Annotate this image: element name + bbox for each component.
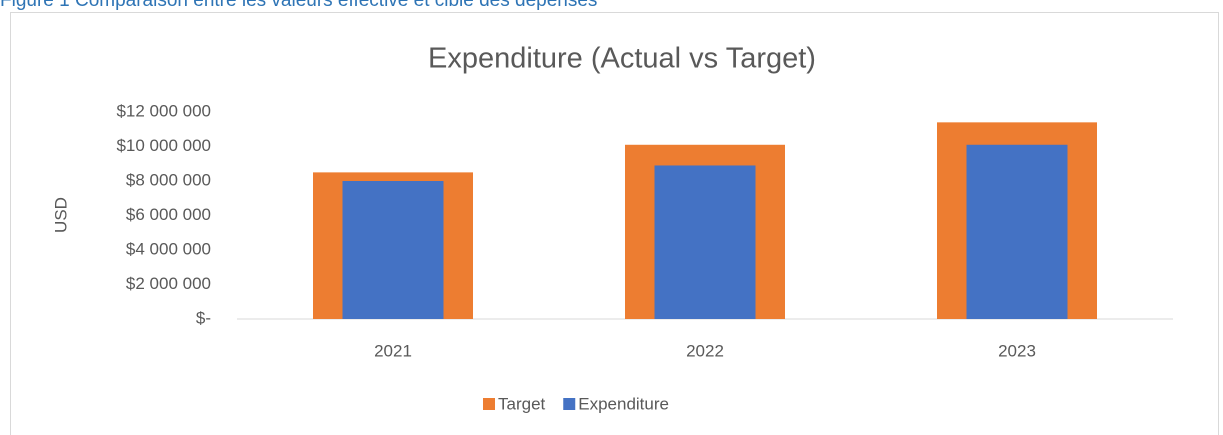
y-tick-label: $10 000 000 bbox=[116, 136, 211, 155]
y-tick-label: $8 000 000 bbox=[126, 170, 211, 189]
y-tick-label: $- bbox=[196, 308, 211, 327]
caption: Figure 1 Comparaison entre les valeurs e… bbox=[0, 0, 597, 11]
legend-label: Expenditure bbox=[578, 394, 669, 413]
bar bbox=[342, 181, 444, 319]
y-axis-label: USD bbox=[51, 197, 70, 233]
y-tick-label: $12 000 000 bbox=[116, 101, 211, 120]
chart-title: Expenditure (Actual vs Target) bbox=[428, 43, 816, 75]
chart-frame bbox=[10, 12, 1219, 435]
y-tick-label: $2 000 000 bbox=[126, 274, 211, 293]
x-tick-label: 2022 bbox=[686, 341, 724, 360]
legend-label: Target bbox=[498, 394, 546, 413]
y-tick-label: $6 000 000 bbox=[126, 205, 211, 224]
legend-swatch bbox=[483, 398, 495, 410]
bar bbox=[966, 144, 1068, 319]
y-tick-label: $4 000 000 bbox=[126, 239, 211, 258]
legend-swatch bbox=[563, 398, 576, 410]
x-tick-label: 2021 bbox=[374, 341, 412, 360]
bar bbox=[654, 165, 756, 319]
x-tick-label: 2023 bbox=[998, 341, 1036, 360]
